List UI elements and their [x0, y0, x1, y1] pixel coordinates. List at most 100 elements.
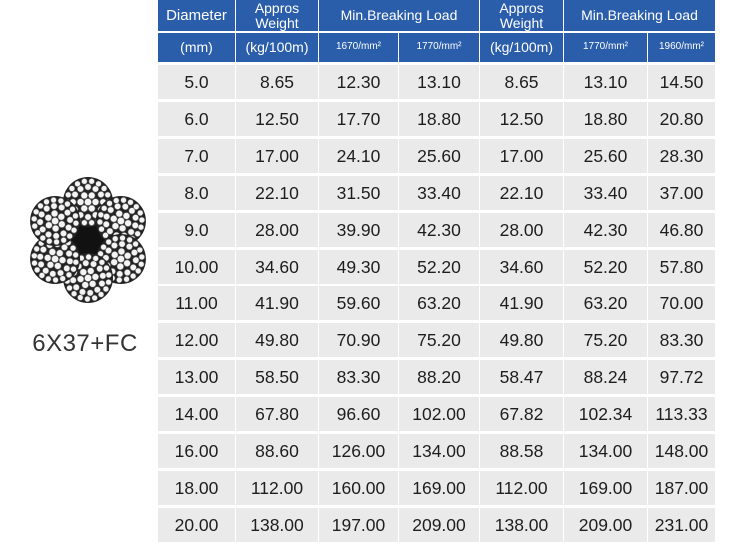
table-cell: 126.00 [319, 434, 398, 468]
table-cell: 25.60 [399, 139, 479, 173]
header-load-b-grade-2: 1960/mm² [648, 33, 715, 62]
table-cell: 209.00 [564, 508, 647, 542]
table-cell: 12.50 [236, 102, 318, 136]
table-cell: 33.40 [564, 176, 647, 210]
table-cell: 13.10 [564, 65, 647, 99]
header-diameter-unit: (mm) [158, 33, 235, 62]
table-cell: 88.24 [564, 360, 647, 394]
table-cell: 28.00 [236, 213, 318, 247]
table-cell: 49.80 [236, 323, 318, 357]
wire-rope-cross-section-icon [30, 177, 146, 303]
table-cell: 134.00 [564, 434, 647, 468]
table-cell: 28.00 [480, 213, 563, 247]
table-cell: 8.65 [236, 65, 318, 99]
table-cell: 42.30 [564, 213, 647, 247]
table-cell: 113.33 [648, 397, 715, 431]
table-cell: 88.58 [480, 434, 563, 468]
table-cell: 17.00 [236, 139, 318, 173]
table-cell: 39.90 [319, 213, 398, 247]
table-cell: 96.60 [319, 397, 398, 431]
table-cell: 34.60 [236, 250, 318, 284]
table-cell: 169.00 [399, 471, 479, 505]
table-cell: 75.20 [399, 323, 479, 357]
table-cell: 97.72 [648, 360, 715, 394]
header-load-b-grade-1: 1770/mm² [564, 33, 647, 62]
table-cell: 63.20 [399, 286, 479, 320]
table-cell: 52.20 [399, 250, 479, 284]
header-weight-b-unit: (kg/100m) [480, 33, 563, 62]
table-cell: 12.30 [319, 65, 398, 99]
table-cell: 49.80 [480, 323, 563, 357]
header-load-b: Min.Breaking Load [564, 0, 715, 31]
table-cell: 83.30 [319, 360, 398, 394]
table-cell: 14.00 [158, 397, 235, 431]
table-cell: 17.00 [480, 139, 563, 173]
table-cell: 24.10 [319, 139, 398, 173]
table-cell: 22.10 [236, 176, 318, 210]
table-cell: 6.0 [158, 102, 235, 136]
table-cell: 37.00 [648, 176, 715, 210]
header-diameter: Diameter [158, 0, 235, 31]
header-load-a-grade-2: 1770/mm² [399, 33, 479, 62]
table-cell: 58.47 [480, 360, 563, 394]
table-cell: 58.50 [236, 360, 318, 394]
table-cell: 57.80 [648, 250, 715, 284]
table-cell: 12.00 [158, 323, 235, 357]
table-cell: 148.00 [648, 434, 715, 468]
table-cell: 20.00 [158, 508, 235, 542]
table-cell: 34.60 [480, 250, 563, 284]
table-cell: 25.60 [564, 139, 647, 173]
table-cell: 138.00 [236, 508, 318, 542]
table-cell: 17.70 [319, 102, 398, 136]
table-cell: 102.34 [564, 397, 647, 431]
table-cell: 33.40 [399, 176, 479, 210]
table-cell: 18.80 [564, 102, 647, 136]
table-cell: 42.30 [399, 213, 479, 247]
table-cell: 134.00 [399, 434, 479, 468]
table-cell: 20.80 [648, 102, 715, 136]
table-cell: 41.90 [236, 286, 318, 320]
product-label: 6X37+FC [32, 330, 138, 357]
table-cell: 75.20 [564, 323, 647, 357]
table-cell: 67.82 [480, 397, 563, 431]
table-cell: 41.90 [480, 286, 563, 320]
table-cell: 63.20 [564, 286, 647, 320]
table-cell: 70.90 [319, 323, 398, 357]
table-cell: 9.0 [158, 213, 235, 247]
header-weight-a: Appros Weight [236, 0, 318, 31]
table-cell: 169.00 [564, 471, 647, 505]
table-cell: 209.00 [399, 508, 479, 542]
table-cell: 59.60 [319, 286, 398, 320]
table-cell: 70.00 [648, 286, 715, 320]
table-cell: 10.00 [158, 250, 235, 284]
table-cell: 16.00 [158, 434, 235, 468]
table-cell: 112.00 [236, 471, 318, 505]
table-cell: 46.80 [648, 213, 715, 247]
table-cell: 13.10 [399, 65, 479, 99]
table-cell: 197.00 [319, 508, 398, 542]
table-cell: 138.00 [480, 508, 563, 542]
header-load-a-grade-1: 1670/mm² [319, 33, 398, 62]
table-cell: 49.30 [319, 250, 398, 284]
table-cell: 52.20 [564, 250, 647, 284]
table-cell: 13.00 [158, 360, 235, 394]
table-cell: 7.0 [158, 139, 235, 173]
table-cell: 187.00 [648, 471, 715, 505]
table-cell: 18.00 [158, 471, 235, 505]
header-weight-b: Appros Weight [480, 0, 563, 31]
table-cell: 11.00 [158, 286, 235, 320]
table-cell: 67.80 [236, 397, 318, 431]
header-weight-a-unit: (kg/100m) [236, 33, 318, 62]
table-cell: 12.50 [480, 102, 563, 136]
table-cell: 8.65 [480, 65, 563, 99]
table-cell: 8.0 [158, 176, 235, 210]
table-cell: 31.50 [319, 176, 398, 210]
table-cell: 28.30 [648, 139, 715, 173]
table-cell: 5.0 [158, 65, 235, 99]
table-cell: 88.60 [236, 434, 318, 468]
table-cell: 231.00 [648, 508, 715, 542]
table-cell: 83.30 [648, 323, 715, 357]
table-cell: 160.00 [319, 471, 398, 505]
header-load-a: Min.Breaking Load [319, 0, 479, 31]
table-cell: 18.80 [399, 102, 479, 136]
